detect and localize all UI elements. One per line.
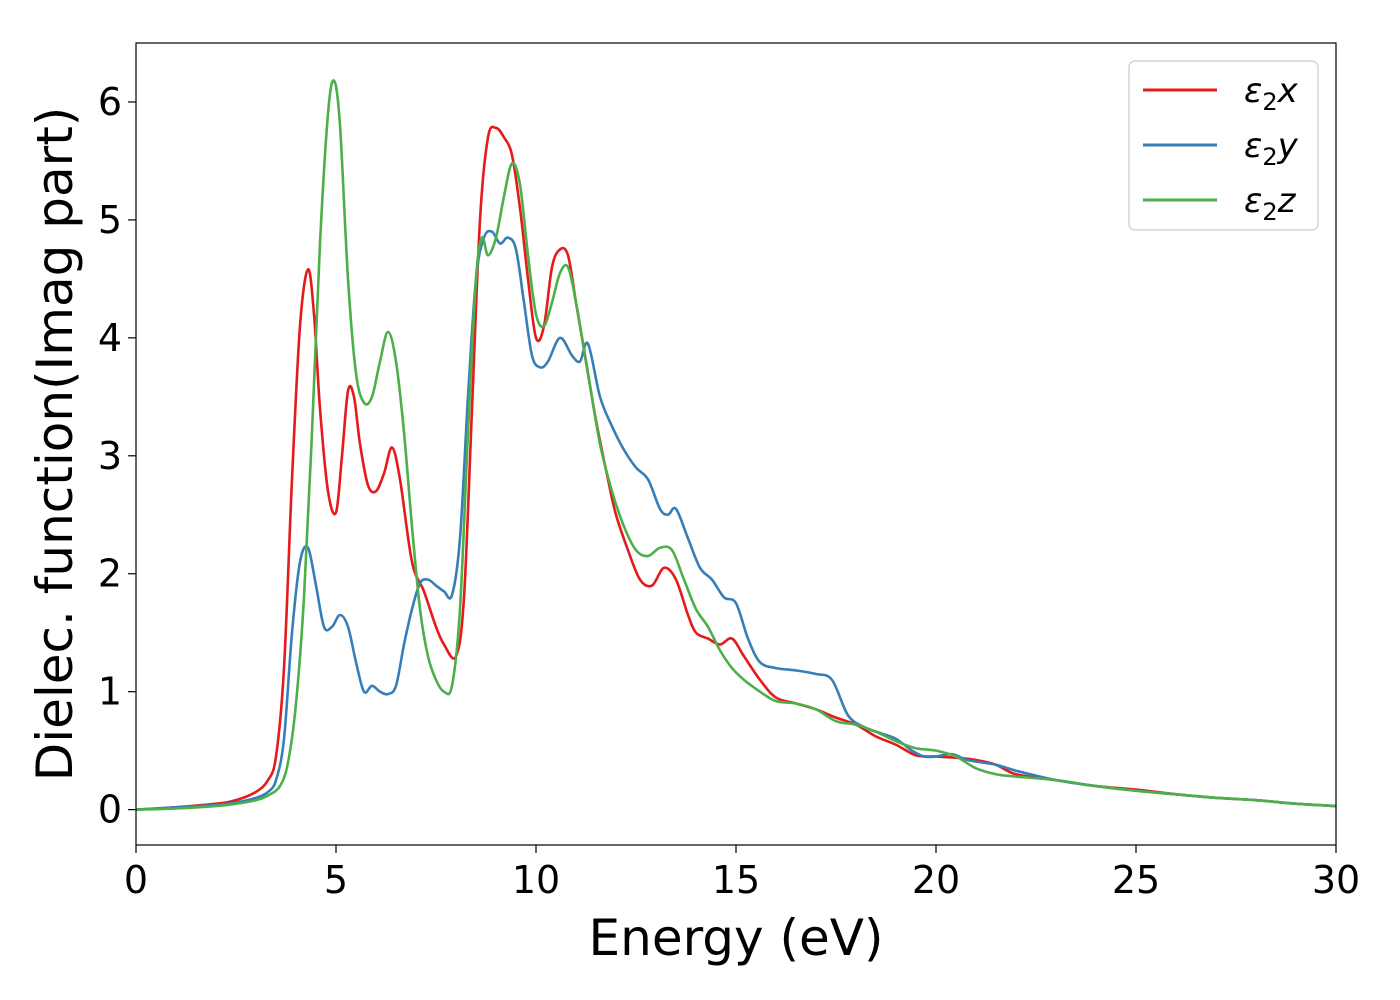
x-tick-label: 25	[1112, 858, 1160, 902]
legend-box	[1128, 60, 1319, 231]
x-tick-label: 20	[912, 858, 960, 902]
y-tick-label: 6	[98, 80, 122, 124]
y-tick-label: 3	[98, 434, 122, 478]
legend-label-x: ε2x	[1244, 71, 1299, 116]
series-line-z	[136, 79, 1336, 811]
legend: ε2x ε2y ε2z	[1128, 60, 1319, 231]
legend-label-z: ε2z	[1244, 181, 1297, 226]
series-line-x	[136, 125, 1336, 811]
x-axis: 0 5 10 15 20 25 30	[124, 845, 1360, 902]
x-tick-label: 30	[1312, 858, 1360, 902]
y-tick-label: 1	[98, 670, 122, 714]
y-tick-label: 2	[98, 552, 122, 596]
series-layer	[136, 79, 1336, 811]
legend-label-y: ε2y	[1244, 126, 1299, 171]
y-tick-label: 5	[98, 198, 122, 242]
x-tick-label: 0	[124, 858, 148, 902]
x-tick-label: 10	[512, 858, 560, 902]
y-axis-label: Dielec. function(Imag part)	[26, 107, 84, 782]
x-tick-label: 15	[712, 858, 760, 902]
x-tick-label: 5	[324, 858, 348, 902]
y-tick-label: 4	[98, 316, 122, 360]
x-axis-label: Energy (eV)	[589, 909, 884, 967]
y-tick-label: 0	[98, 788, 122, 832]
series-line-y	[136, 229, 1336, 811]
y-axis: 0 1 2 3 4 5 6	[98, 80, 136, 832]
